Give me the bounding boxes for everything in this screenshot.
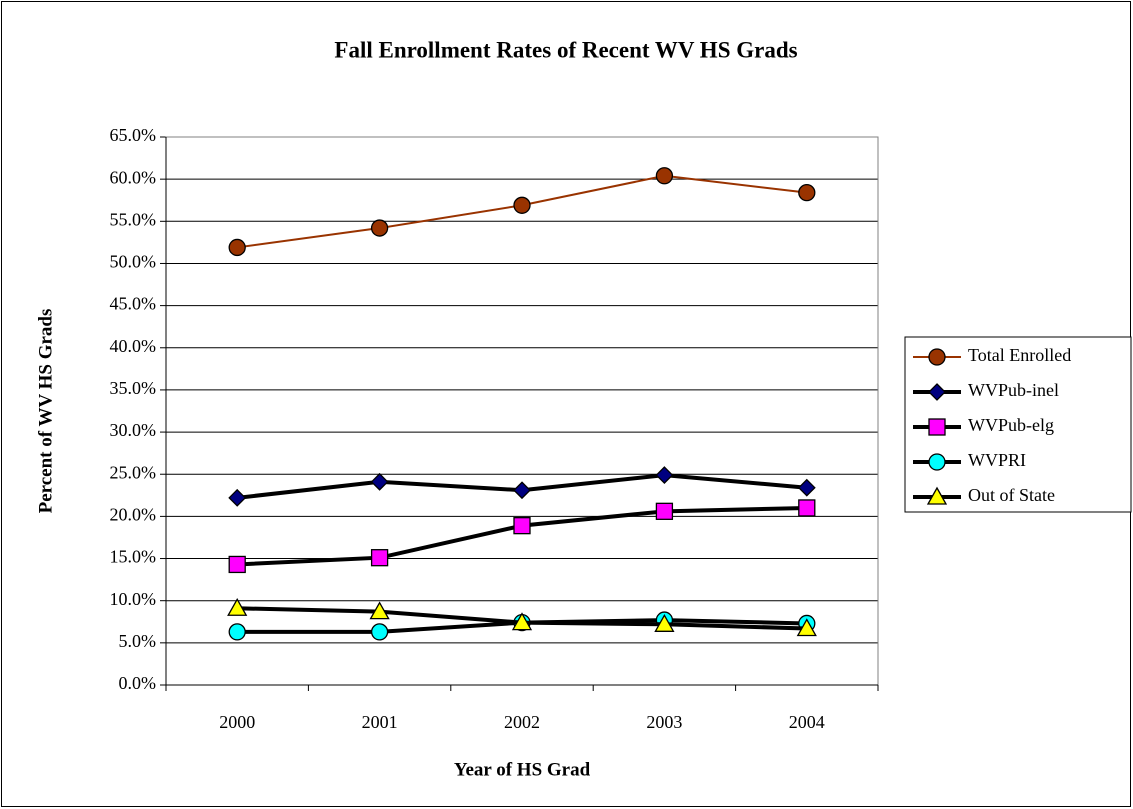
legend-marker [928, 453, 946, 471]
data-point [513, 481, 531, 500]
legend-label: WVPRI [968, 450, 1026, 470]
y-tick-label: 45.0% [110, 294, 157, 314]
y-tick-label: 50.0% [110, 252, 157, 272]
y-tick-label: 60.0% [110, 167, 157, 187]
data-point [796, 618, 817, 637]
legend-label: Out of State [968, 485, 1055, 505]
data-point [655, 466, 674, 484]
legend-marker [926, 486, 948, 505]
data-point [654, 613, 675, 632]
x-axis-label: Year of HS Grad [454, 759, 591, 780]
y-tick-label: 10.0% [110, 589, 157, 609]
legend-marker [928, 348, 946, 366]
data-point [798, 499, 816, 517]
data-point [228, 623, 246, 641]
data-point [370, 623, 389, 641]
data-point [655, 502, 674, 520]
data-point [228, 238, 246, 257]
data-point [370, 472, 389, 491]
data-point [369, 601, 390, 620]
legend-marker [928, 383, 946, 401]
y-tick-label: 40.0% [110, 336, 157, 356]
y-tick-label: 65.0% [110, 125, 157, 145]
data-point [513, 196, 531, 214]
data-point [228, 488, 247, 507]
y-tick-label: 15.0% [110, 547, 157, 567]
data-point [797, 478, 816, 497]
data-point [511, 612, 533, 631]
legend-label: Total Enrolled [968, 345, 1071, 365]
x-tick-label: 2001 [362, 712, 398, 732]
data-point [370, 549, 389, 567]
x-tick-label: 2002 [504, 712, 540, 732]
y-tick-label: 0.0% [119, 673, 157, 693]
data-point [227, 597, 248, 616]
data-point [798, 183, 816, 202]
legend-label: WVPub-elg [968, 415, 1054, 435]
x-tick-label: 2003 [646, 712, 682, 732]
y-tick-label: 55.0% [110, 209, 157, 229]
data-point [655, 167, 674, 185]
legend-label: WVPub-inel [968, 380, 1059, 400]
y-tick-label: 30.0% [110, 420, 157, 440]
data-point [228, 555, 246, 574]
y-tick-label: 20.0% [110, 505, 157, 525]
y-tick-label: 25.0% [110, 462, 157, 482]
x-tick-label: 2004 [789, 712, 825, 732]
data-point [513, 517, 531, 535]
y-axis-label: Percent of WV HS Grads [35, 309, 56, 514]
y-tick-label: 35.0% [110, 378, 157, 398]
legend-marker [928, 418, 946, 436]
y-tick-label: 5.0% [119, 631, 157, 651]
x-tick-label: 2000 [219, 712, 255, 732]
chart-title: Fall Enrollment Rates of Recent WV HS Gr… [334, 37, 797, 62]
data-point [370, 219, 389, 237]
